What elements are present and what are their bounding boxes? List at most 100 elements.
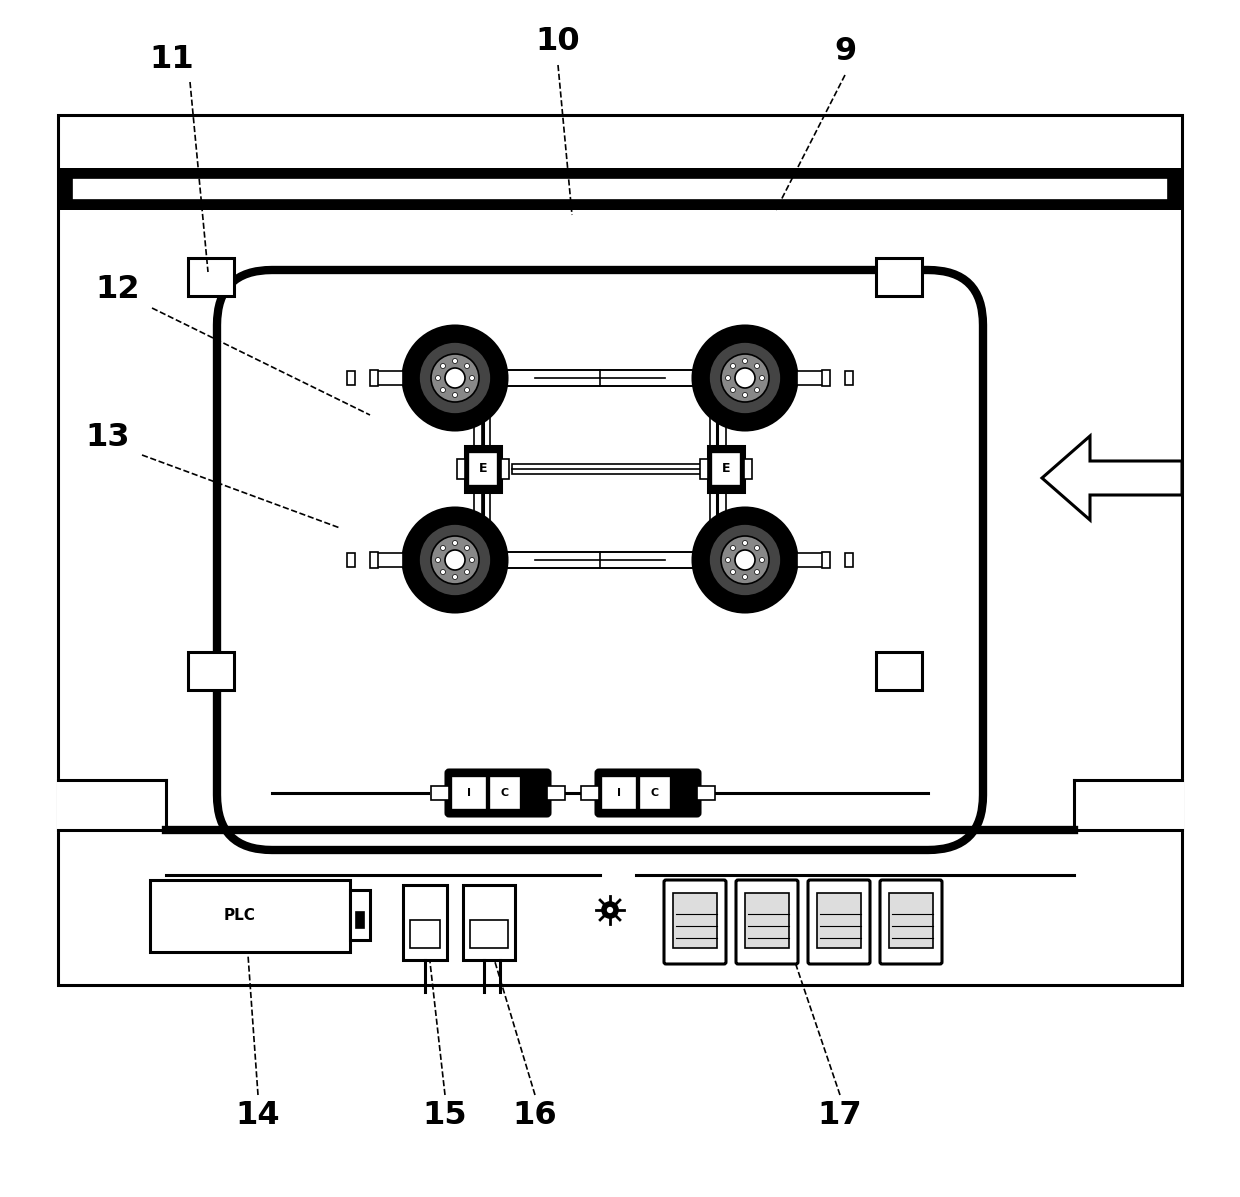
Bar bbox=[817, 893, 861, 948]
Text: 15: 15 bbox=[423, 1100, 467, 1130]
Circle shape bbox=[730, 388, 735, 393]
Circle shape bbox=[440, 388, 445, 393]
Bar bbox=[374, 553, 403, 567]
FancyBboxPatch shape bbox=[808, 880, 870, 964]
Bar bbox=[875, 259, 923, 296]
Bar bbox=[673, 893, 717, 948]
Text: E: E bbox=[722, 462, 730, 475]
Circle shape bbox=[601, 903, 618, 918]
Bar bbox=[474, 373, 490, 565]
Bar bbox=[370, 552, 378, 567]
FancyBboxPatch shape bbox=[217, 271, 983, 850]
Text: 9: 9 bbox=[835, 36, 856, 67]
Circle shape bbox=[754, 364, 760, 369]
Circle shape bbox=[453, 393, 458, 397]
Circle shape bbox=[432, 536, 479, 584]
Circle shape bbox=[403, 326, 507, 430]
Bar bbox=[501, 458, 508, 479]
Bar bbox=[822, 370, 831, 385]
FancyBboxPatch shape bbox=[663, 880, 725, 964]
Bar bbox=[712, 557, 722, 575]
Circle shape bbox=[470, 376, 475, 381]
Text: PLC: PLC bbox=[224, 909, 255, 924]
Bar bbox=[470, 454, 496, 484]
Bar bbox=[745, 893, 789, 948]
Circle shape bbox=[709, 524, 781, 596]
Bar bbox=[547, 786, 565, 800]
Circle shape bbox=[465, 570, 470, 575]
Circle shape bbox=[743, 575, 748, 579]
Bar bbox=[465, 446, 501, 492]
Text: 11: 11 bbox=[150, 44, 195, 75]
Circle shape bbox=[403, 508, 507, 612]
Bar bbox=[150, 880, 350, 952]
Circle shape bbox=[445, 549, 465, 570]
Bar bbox=[697, 786, 715, 800]
Circle shape bbox=[453, 575, 458, 579]
Bar bbox=[603, 778, 635, 808]
Text: 14: 14 bbox=[236, 1100, 280, 1130]
Text: 16: 16 bbox=[512, 1100, 557, 1130]
Circle shape bbox=[720, 354, 769, 402]
Circle shape bbox=[432, 354, 479, 402]
Bar bbox=[188, 259, 234, 296]
Bar bbox=[403, 885, 446, 960]
Bar bbox=[356, 912, 365, 928]
Circle shape bbox=[730, 364, 735, 369]
Bar bbox=[797, 553, 825, 567]
Circle shape bbox=[606, 906, 614, 915]
Bar bbox=[713, 454, 739, 484]
Circle shape bbox=[743, 358, 748, 364]
Text: 12: 12 bbox=[95, 274, 140, 305]
Bar bbox=[582, 786, 599, 800]
Polygon shape bbox=[1042, 436, 1182, 519]
Bar bbox=[458, 458, 465, 479]
Bar bbox=[470, 920, 508, 948]
Bar bbox=[875, 652, 923, 689]
Bar bbox=[712, 356, 722, 373]
Bar bbox=[347, 553, 356, 567]
Bar bbox=[58, 780, 166, 830]
Circle shape bbox=[440, 570, 445, 575]
Bar bbox=[844, 371, 853, 385]
Circle shape bbox=[470, 558, 475, 563]
Circle shape bbox=[453, 541, 458, 546]
Bar bbox=[797, 371, 825, 385]
Bar bbox=[453, 370, 748, 385]
Circle shape bbox=[453, 358, 458, 364]
Circle shape bbox=[754, 388, 760, 393]
Text: C: C bbox=[651, 788, 660, 798]
Text: 10: 10 bbox=[536, 26, 580, 57]
Bar bbox=[744, 458, 751, 479]
Circle shape bbox=[419, 524, 491, 596]
Text: 13: 13 bbox=[86, 423, 130, 454]
Circle shape bbox=[754, 546, 760, 551]
Bar bbox=[58, 168, 1182, 209]
Bar bbox=[477, 356, 489, 373]
Circle shape bbox=[465, 388, 470, 393]
Text: I: I bbox=[467, 788, 471, 798]
Bar bbox=[512, 464, 712, 474]
Bar bbox=[711, 373, 725, 565]
Bar bbox=[370, 370, 378, 385]
Circle shape bbox=[709, 342, 781, 414]
Circle shape bbox=[754, 570, 760, 575]
Circle shape bbox=[725, 376, 730, 381]
Bar bbox=[347, 371, 356, 385]
Circle shape bbox=[419, 342, 491, 414]
Circle shape bbox=[465, 546, 470, 551]
FancyBboxPatch shape bbox=[446, 770, 551, 816]
Circle shape bbox=[435, 558, 440, 563]
Circle shape bbox=[445, 367, 465, 388]
Circle shape bbox=[440, 546, 445, 551]
Bar bbox=[453, 778, 485, 808]
Bar bbox=[477, 557, 489, 575]
Circle shape bbox=[735, 549, 755, 570]
Circle shape bbox=[743, 541, 748, 546]
Circle shape bbox=[440, 364, 445, 369]
Text: C: C bbox=[501, 788, 510, 798]
FancyBboxPatch shape bbox=[596, 770, 701, 816]
Bar bbox=[58, 115, 1182, 985]
Bar bbox=[708, 446, 744, 492]
Bar bbox=[491, 778, 520, 808]
